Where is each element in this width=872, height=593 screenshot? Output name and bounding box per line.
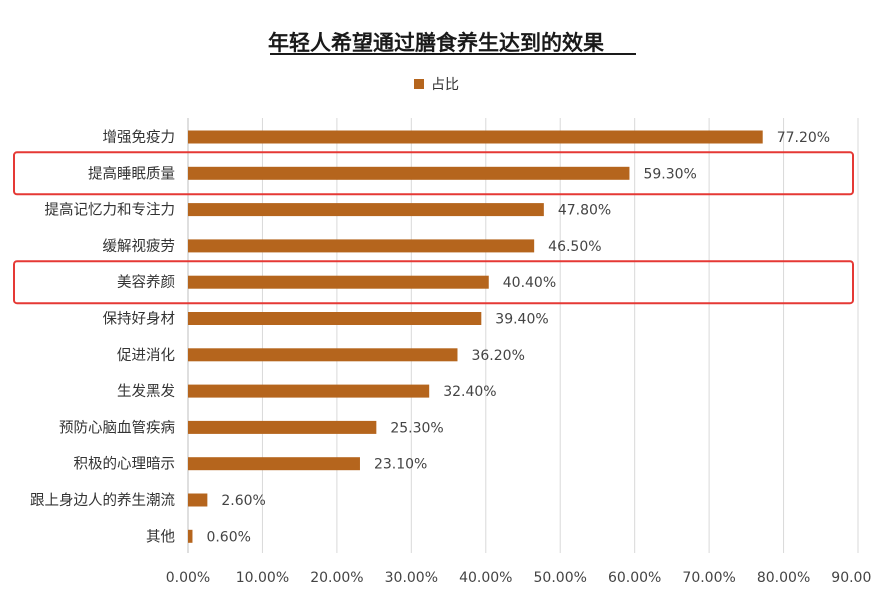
data-label: 0.60% bbox=[206, 529, 250, 545]
data-label: 36.20% bbox=[471, 348, 524, 364]
x-tick-label: 40.00% bbox=[459, 570, 512, 586]
bar bbox=[188, 348, 458, 362]
bar bbox=[188, 312, 482, 325]
bar bbox=[188, 275, 489, 289]
category-label: 积极的心理暗示 bbox=[74, 456, 176, 473]
category-label: 增强免疫力 bbox=[103, 129, 176, 146]
highlight-box bbox=[13, 260, 854, 305]
bar bbox=[188, 239, 535, 253]
category-label: 美容养颜 bbox=[117, 274, 175, 291]
data-label: 2.60% bbox=[221, 493, 265, 509]
bar bbox=[188, 420, 377, 434]
bar bbox=[188, 384, 430, 398]
highlight-box bbox=[13, 151, 854, 196]
data-label: 40.40% bbox=[503, 275, 556, 291]
legend-swatch bbox=[414, 79, 424, 89]
category-label: 缓解视疲劳 bbox=[103, 238, 176, 255]
bar bbox=[188, 130, 763, 144]
bar bbox=[188, 457, 360, 471]
x-tick-label: 50.00% bbox=[534, 570, 587, 586]
x-tick-label: 30.00% bbox=[385, 570, 438, 586]
category-label: 促进消化 bbox=[117, 347, 175, 364]
bar bbox=[188, 493, 208, 507]
data-label: 32.40% bbox=[443, 384, 496, 400]
data-label: 39.40% bbox=[495, 312, 548, 328]
x-tick-label: 0.00% bbox=[166, 570, 210, 586]
category-label: 保持好身材 bbox=[103, 311, 176, 328]
data-label: 25.30% bbox=[390, 420, 443, 436]
x-tick-label: 20.00% bbox=[310, 570, 363, 586]
chart-title: 年轻人希望通过膳食养生达到的效果 bbox=[268, 31, 604, 55]
bar bbox=[188, 529, 193, 543]
legend: 占比 bbox=[414, 74, 459, 94]
category-label: 跟上身边人的养生潮流 bbox=[30, 492, 175, 509]
data-label: 46.50% bbox=[548, 239, 601, 255]
data-label: 59.30% bbox=[643, 166, 696, 182]
category-label: 提高记忆力和专注力 bbox=[45, 202, 176, 219]
legend-label: 占比 bbox=[431, 77, 459, 93]
bar bbox=[188, 203, 544, 217]
data-label: 77.20% bbox=[777, 130, 830, 146]
category-label: 生发黑发 bbox=[117, 383, 175, 400]
data-label: 47.80% bbox=[558, 203, 611, 219]
x-tick-label: 70.00% bbox=[682, 570, 735, 586]
title-underline bbox=[270, 53, 636, 55]
x-tick-label: 80.00% bbox=[757, 570, 810, 586]
data-label: 23.10% bbox=[374, 457, 427, 473]
category-label: 其他 bbox=[146, 528, 175, 545]
x-tick-label: 60.00% bbox=[608, 570, 661, 586]
category-label: 预防心脑血管疾病 bbox=[59, 419, 175, 436]
x-tick-label: 10.00% bbox=[236, 570, 289, 586]
x-tick-label: 90.00% bbox=[831, 570, 872, 586]
category-label: 提高睡眠质量 bbox=[88, 165, 175, 182]
bar bbox=[188, 166, 630, 180]
